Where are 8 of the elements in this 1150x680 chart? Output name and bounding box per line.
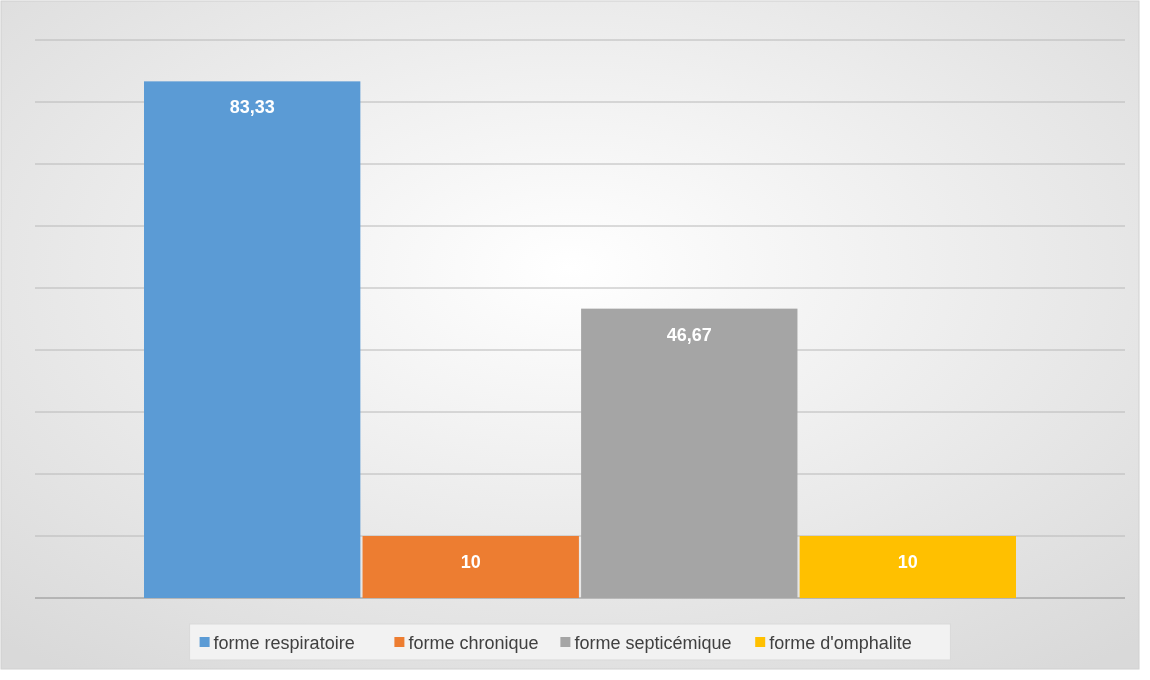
data-label: 83,33 — [229, 97, 275, 118]
legend-label: forme chronique — [408, 633, 539, 653]
data-label: 10 — [897, 552, 918, 572]
data-label: 10 — [460, 552, 481, 572]
data-label: 46,67 — [666, 324, 712, 345]
legend-label: forme septicémique — [574, 633, 732, 653]
legend-label: forme d'omphalite — [769, 633, 912, 653]
legend-label: forme respiratoire — [213, 633, 355, 653]
